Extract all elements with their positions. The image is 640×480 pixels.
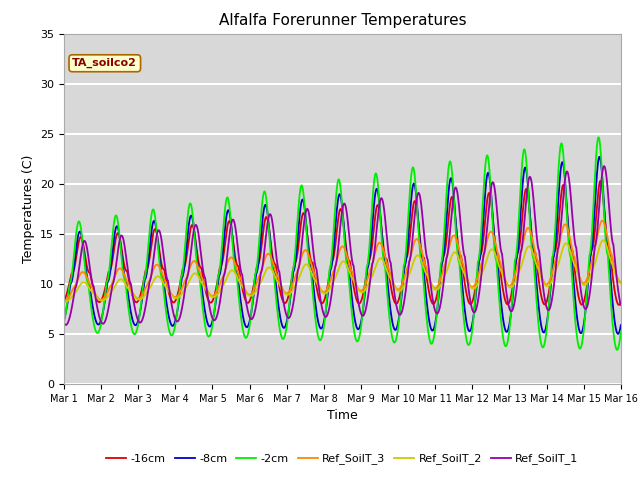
Ref_SoilT_2 — [61, 299, 68, 305]
-2cm — [613, 347, 621, 353]
Line: -8cm: -8cm — [64, 157, 621, 334]
-2cm — [124, 298, 131, 303]
Ref_SoilT_2 — [606, 256, 614, 262]
-16cm — [60, 298, 68, 303]
-8cm — [157, 264, 164, 270]
-8cm — [124, 288, 131, 293]
Ref_SoilT_2 — [124, 285, 132, 291]
-2cm — [60, 320, 68, 325]
Ref_SoilT_3 — [598, 218, 606, 224]
-16cm — [298, 216, 305, 221]
Text: TA_soilco2: TA_soilco2 — [72, 58, 137, 68]
Ref_SoilT_1 — [124, 266, 132, 272]
Line: Ref_SoilT_1: Ref_SoilT_1 — [64, 166, 621, 325]
Ref_SoilT_1 — [60, 320, 68, 326]
-8cm — [617, 323, 625, 328]
-8cm — [546, 293, 554, 299]
Ref_SoilT_1 — [600, 163, 608, 169]
Ref_SoilT_2 — [157, 276, 164, 281]
Ref_SoilT_2 — [274, 279, 282, 285]
Ref_SoilT_2 — [546, 282, 554, 288]
Ref_SoilT_1 — [606, 218, 614, 224]
-16cm — [274, 274, 282, 279]
Ref_SoilT_3 — [124, 280, 131, 286]
-8cm — [606, 269, 614, 275]
Line: -16cm: -16cm — [64, 181, 621, 305]
X-axis label: Time: Time — [327, 409, 358, 422]
Ref_SoilT_2 — [599, 238, 607, 243]
-2cm — [546, 288, 554, 294]
Ref_SoilT_2 — [617, 281, 625, 287]
Ref_SoilT_1 — [546, 305, 554, 311]
Ref_SoilT_1 — [617, 302, 625, 308]
-16cm — [596, 178, 604, 184]
Line: Ref_SoilT_2: Ref_SoilT_2 — [64, 240, 621, 302]
-2cm — [157, 269, 164, 275]
-8cm — [60, 317, 68, 323]
Legend: -16cm, -8cm, -2cm, Ref_SoilT_3, Ref_SoilT_2, Ref_SoilT_1: -16cm, -8cm, -2cm, Ref_SoilT_3, Ref_Soil… — [102, 449, 583, 469]
-2cm — [298, 182, 305, 188]
-2cm — [606, 287, 614, 292]
-2cm — [617, 329, 625, 335]
Ref_SoilT_3 — [274, 273, 282, 278]
Line: -2cm: -2cm — [64, 137, 621, 350]
-16cm — [124, 270, 131, 276]
Ref_SoilT_1 — [298, 241, 306, 247]
Ref_SoilT_3 — [60, 298, 68, 304]
-8cm — [596, 154, 604, 160]
-16cm — [617, 300, 625, 305]
Ref_SoilT_3 — [157, 266, 164, 272]
-8cm — [274, 295, 282, 301]
-16cm — [157, 256, 164, 262]
-16cm — [606, 250, 614, 256]
-8cm — [614, 331, 622, 337]
Y-axis label: Temperatures (C): Temperatures (C) — [22, 155, 35, 263]
Ref_SoilT_2 — [60, 299, 68, 305]
Ref_SoilT_3 — [546, 277, 554, 283]
-2cm — [274, 309, 282, 315]
Title: Alfalfa Forerunner Temperatures: Alfalfa Forerunner Temperatures — [219, 13, 466, 28]
Ref_SoilT_2 — [298, 268, 306, 274]
-8cm — [298, 198, 305, 204]
Ref_SoilT_3 — [606, 247, 614, 253]
-2cm — [595, 134, 602, 140]
-16cm — [546, 283, 554, 288]
Ref_SoilT_1 — [274, 263, 282, 269]
-16cm — [615, 302, 623, 308]
Ref_SoilT_3 — [617, 279, 625, 285]
Ref_SoilT_3 — [298, 253, 305, 259]
Ref_SoilT_1 — [157, 232, 164, 238]
Line: Ref_SoilT_3: Ref_SoilT_3 — [64, 221, 621, 301]
Ref_SoilT_1 — [62, 322, 70, 328]
